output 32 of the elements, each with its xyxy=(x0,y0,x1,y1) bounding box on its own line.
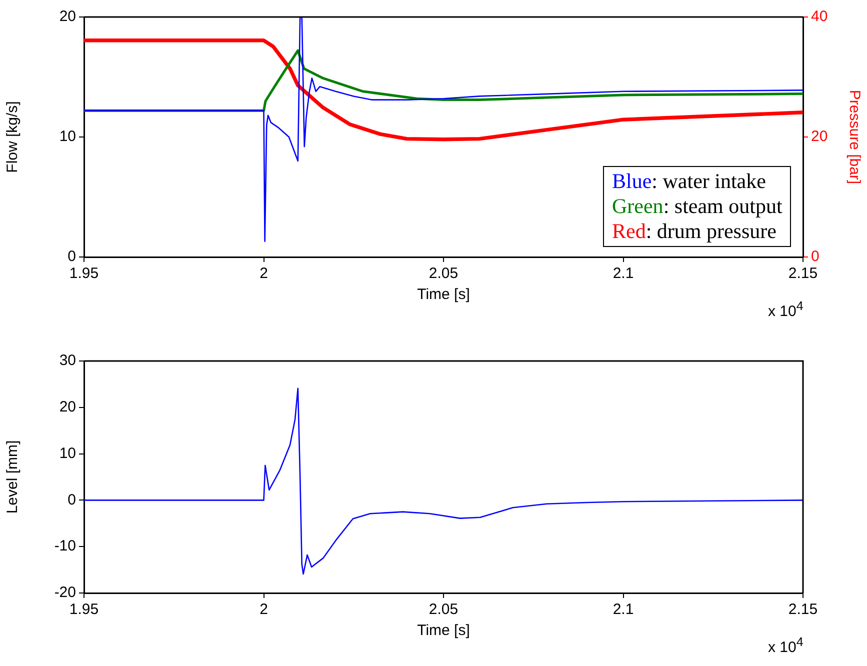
x-axis-title: Time [s] xyxy=(417,286,470,304)
x-axis-title: Time [s] xyxy=(417,622,470,640)
y-tick-label: 0 xyxy=(68,491,76,508)
x-tick-label: 2.15 xyxy=(788,601,818,618)
y2-tick-label: 40 xyxy=(811,8,828,26)
y2-tick-label: 20 xyxy=(811,128,828,146)
x-tick-label: 1.95 xyxy=(69,601,99,618)
y2-tick-label: 0 xyxy=(811,248,820,266)
y-tick-label: 10 xyxy=(59,444,76,462)
y-axis-title: Level [mm] xyxy=(4,440,22,514)
x-tick-label: 2.05 xyxy=(428,601,458,618)
x-tick-label: 2 xyxy=(260,265,268,282)
x-tick-label: 2.05 xyxy=(428,265,458,282)
x-tick-label: 2 xyxy=(260,601,268,618)
y-axis-title: Flow [kg/s] xyxy=(4,101,22,173)
text: x 10$^{4}$ xyxy=(768,635,804,656)
x-tick-label: 2.1 xyxy=(612,601,634,618)
text: Blue: water intake xyxy=(612,169,766,193)
text: Green: steam output xyxy=(612,194,782,218)
y-tick-label: 0 xyxy=(68,248,76,266)
x-tick-label: 1.95 xyxy=(69,265,99,282)
y2-axis-title: Pressure [bar] xyxy=(846,90,863,184)
x-tick-label: 2.15 xyxy=(788,265,818,282)
text: x 10$^{4}$ xyxy=(768,299,804,320)
y-tick-label: 20 xyxy=(59,398,76,416)
text: Red: drum pressure xyxy=(612,219,776,243)
y-tick-label: 20 xyxy=(59,8,76,26)
y-tick-label: -20 xyxy=(54,584,76,602)
y-tick-label: 30 xyxy=(59,352,76,370)
y-tick-label: 10 xyxy=(59,128,76,146)
y-tick-label: -10 xyxy=(54,538,76,555)
x-tick-label: 2.1 xyxy=(612,265,634,282)
